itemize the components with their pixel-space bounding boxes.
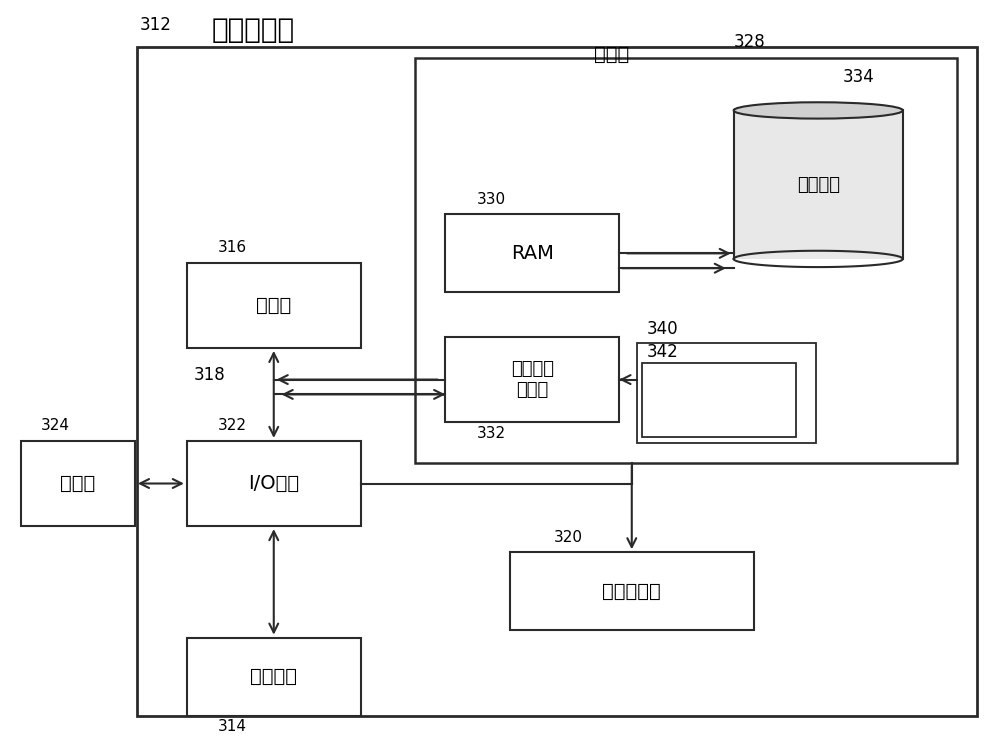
Bar: [662, 381, 776, 419]
Bar: [510, 552, 754, 630]
Bar: [652, 373, 786, 427]
Text: 328: 328: [734, 33, 765, 51]
Bar: [187, 441, 361, 526]
Text: 318: 318: [194, 366, 225, 384]
Bar: [642, 363, 796, 437]
Text: 312: 312: [140, 16, 172, 34]
Bar: [187, 637, 361, 716]
Text: 332: 332: [477, 426, 506, 441]
Text: 324: 324: [41, 418, 70, 433]
Text: 存储装置: 存储装置: [797, 176, 840, 194]
Text: 存储器: 存储器: [594, 45, 630, 64]
Text: 342: 342: [647, 343, 679, 361]
Text: 316: 316: [218, 240, 247, 255]
Bar: [21, 441, 135, 526]
Bar: [734, 111, 903, 259]
Text: 314: 314: [218, 720, 247, 735]
Text: 320: 320: [554, 530, 583, 545]
Text: 网络适配器: 网络适配器: [602, 582, 661, 601]
Text: 计算机设备: 计算机设备: [212, 16, 295, 43]
Bar: [445, 337, 619, 423]
Text: 322: 322: [218, 418, 247, 433]
Text: 330: 330: [477, 192, 506, 207]
Text: RAM: RAM: [511, 244, 554, 263]
Ellipse shape: [734, 102, 903, 119]
Text: 高速缓存
存储器: 高速缓存 存储器: [511, 361, 554, 399]
Text: I/O接口: I/O接口: [248, 474, 299, 493]
Bar: [187, 263, 361, 348]
Text: 显示器: 显示器: [60, 474, 95, 493]
Bar: [137, 47, 977, 716]
Text: 外部设备: 外部设备: [250, 667, 297, 686]
Text: 334: 334: [843, 68, 875, 86]
Bar: [637, 343, 816, 443]
Bar: [445, 215, 619, 292]
Text: 处理器: 处理器: [256, 295, 291, 315]
Text: 340: 340: [647, 320, 679, 338]
Bar: [415, 58, 957, 463]
